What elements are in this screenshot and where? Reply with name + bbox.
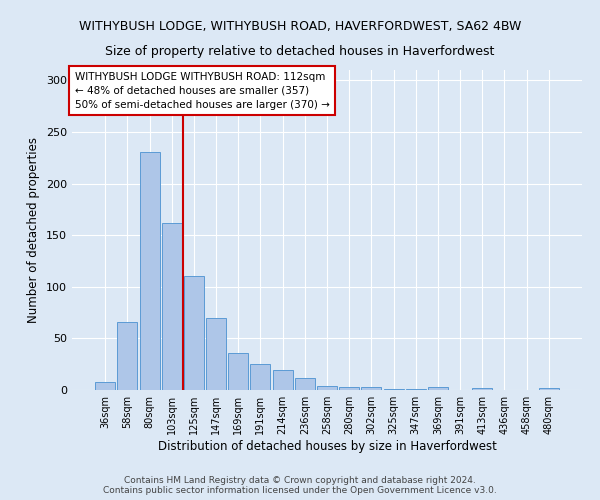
Bar bbox=[162, 223, 182, 390]
Bar bbox=[539, 388, 559, 390]
Bar bbox=[184, 276, 204, 390]
Text: Size of property relative to detached houses in Haverfordwest: Size of property relative to detached ho… bbox=[106, 45, 494, 58]
Bar bbox=[339, 387, 359, 390]
Bar bbox=[428, 387, 448, 390]
Bar bbox=[250, 364, 271, 390]
Bar bbox=[272, 370, 293, 390]
Bar bbox=[472, 388, 492, 390]
Bar bbox=[361, 387, 382, 390]
Text: WITHYBUSH LODGE, WITHYBUSH ROAD, HAVERFORDWEST, SA62 4BW: WITHYBUSH LODGE, WITHYBUSH ROAD, HAVERFO… bbox=[79, 20, 521, 33]
Bar bbox=[406, 389, 426, 390]
Text: Contains HM Land Registry data © Crown copyright and database right 2024.
Contai: Contains HM Land Registry data © Crown c… bbox=[103, 476, 497, 495]
X-axis label: Distribution of detached houses by size in Haverfordwest: Distribution of detached houses by size … bbox=[158, 440, 496, 453]
Bar bbox=[228, 353, 248, 390]
Bar bbox=[295, 378, 315, 390]
Bar bbox=[140, 152, 160, 390]
Text: WITHYBUSH LODGE WITHYBUSH ROAD: 112sqm
← 48% of detached houses are smaller (357: WITHYBUSH LODGE WITHYBUSH ROAD: 112sqm ←… bbox=[74, 72, 329, 110]
Bar bbox=[118, 322, 137, 390]
Y-axis label: Number of detached properties: Number of detached properties bbox=[28, 137, 40, 323]
Bar bbox=[317, 386, 337, 390]
Bar bbox=[206, 318, 226, 390]
Bar bbox=[95, 382, 115, 390]
Bar bbox=[383, 389, 404, 390]
